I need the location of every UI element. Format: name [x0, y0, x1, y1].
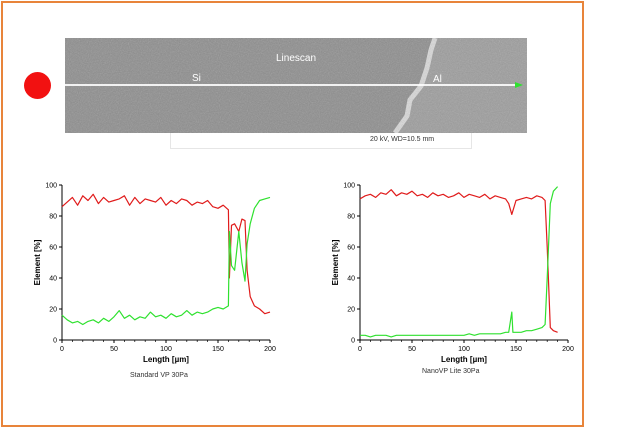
x-tick-label: 0	[60, 346, 64, 353]
y-tick-label: 0	[351, 338, 355, 345]
y-axis-label: Element [%]	[33, 239, 42, 285]
y-tick-label: 20	[347, 307, 355, 314]
sem-image: Linescan Si Al	[65, 38, 527, 133]
y-tick-label: 60	[49, 245, 57, 252]
series-line-red	[61, 193, 271, 315]
linescan-title: Linescan	[276, 53, 316, 64]
linescan-chart-standard-vp: 0 20 40 60 80 100 0 50 100 150 200 Length [µm] Eleme…	[33, 183, 276, 365]
x-tick-label: 50	[110, 346, 118, 353]
linescan-chart-nanovp-lite: 0 20 40 60 80 100 0 50 100 150 200 Length [µm] Eleme…	[331, 183, 574, 365]
x-tick-label: 150	[510, 346, 522, 353]
x-axis-label: Length [µm]	[441, 355, 487, 364]
red-indicator-dot	[24, 72, 51, 99]
y-tick-label: 80	[347, 214, 355, 221]
y-tick-label: 40	[49, 276, 57, 283]
x-tick-label: 50	[408, 346, 416, 353]
x-axis-label: Length [µm]	[143, 355, 189, 364]
y-tick-label: 100	[343, 183, 355, 190]
series-line-green	[360, 186, 559, 338]
sem-caption: 20 kV, WD=10.5 mm	[370, 136, 435, 143]
y-tick-label: 100	[45, 183, 57, 190]
sem-image-graphic: Linescan Si Al	[65, 38, 527, 133]
scan-arrow-icon	[515, 82, 523, 88]
y-tick-label: 60	[347, 245, 355, 252]
x-tick-label: 0	[358, 346, 362, 353]
y-tick-label: 40	[347, 276, 355, 283]
al-label: Al	[433, 74, 442, 85]
x-tick-label: 100	[458, 346, 470, 353]
y-axis-label: Element [%]	[331, 239, 340, 285]
y-tick-label: 80	[49, 214, 57, 221]
x-tick-label: 200	[264, 346, 276, 353]
series-line-red	[359, 189, 558, 333]
x-tick-label: 150	[212, 346, 224, 353]
chart-caption-nanovp-lite: NanoVP Lite 30Pa	[422, 368, 480, 375]
x-tick-label: 100	[160, 346, 172, 353]
y-tick-label: 0	[53, 338, 57, 345]
x-tick-label: 200	[562, 346, 574, 353]
chart-caption-standard-vp: Standard VP 30Pa	[130, 372, 188, 379]
y-tick-label: 20	[49, 307, 57, 314]
si-label: Si	[192, 73, 201, 84]
series-line-green	[61, 196, 271, 326]
slide-frame	[1, 1, 584, 427]
sem-caption-box	[170, 133, 472, 149]
